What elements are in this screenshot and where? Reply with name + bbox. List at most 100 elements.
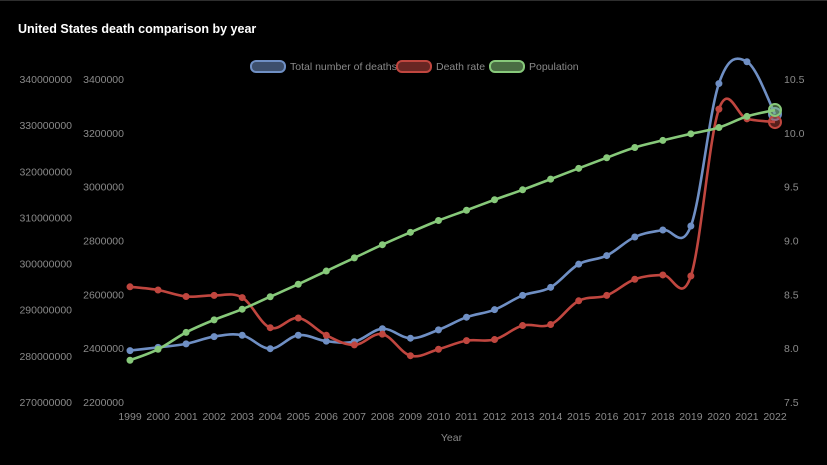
x-axis-tick: 2022 — [763, 411, 787, 423]
series-point — [715, 105, 723, 113]
series-point — [350, 341, 358, 349]
series-point — [659, 136, 667, 144]
deaths-axis-tick: 3000000 — [83, 182, 124, 194]
series-point — [182, 292, 190, 300]
series-point — [603, 154, 611, 162]
series-point — [768, 102, 782, 117]
series-point — [519, 186, 527, 194]
series-point — [434, 345, 442, 353]
deaths-axis-tick: 2600000 — [83, 289, 124, 301]
series-point — [238, 331, 246, 339]
series-point — [322, 267, 330, 275]
series-point — [182, 340, 190, 348]
series-point — [631, 233, 639, 241]
rate-axis-tick: 10.5 — [784, 74, 805, 86]
series-point — [603, 291, 611, 299]
chart-title: United States death comparison by year — [18, 22, 257, 36]
rate-axis-tick: 9.5 — [784, 182, 799, 194]
series-point — [519, 291, 527, 299]
series-point — [631, 144, 639, 152]
series-point — [743, 58, 751, 66]
series-point — [378, 241, 386, 249]
series-point — [463, 206, 471, 214]
x-axis-tick: 2001 — [174, 411, 198, 423]
series-point — [406, 334, 414, 342]
rate-axis-tick: 7.5 — [784, 397, 799, 409]
series-point — [210, 316, 218, 324]
population-axis-tick: 300000000 — [19, 259, 72, 271]
population-axis-tick: 340000000 — [19, 74, 72, 86]
x-axis-tick: 2016 — [595, 411, 619, 423]
series-point — [126, 283, 134, 291]
legend-swatch — [250, 60, 286, 73]
series-point — [491, 336, 499, 344]
x-axis-tick: 2015 — [567, 411, 591, 423]
series-point — [575, 164, 583, 172]
deaths-axis-tick: 2200000 — [83, 397, 124, 409]
legend-swatch — [396, 60, 432, 73]
population-axis-tick: 330000000 — [19, 120, 72, 132]
series-point — [547, 175, 555, 183]
series-point — [575, 260, 583, 268]
series-point — [491, 196, 499, 204]
series-point — [238, 294, 246, 302]
x-axis-tick: 2004 — [259, 411, 283, 423]
series-point — [631, 275, 639, 283]
series-point — [350, 254, 358, 262]
series-point — [463, 313, 471, 321]
population-axis-tick: 270000000 — [19, 397, 72, 409]
population-axis-tick: 320000000 — [19, 166, 72, 178]
x-axis-tick: 2002 — [202, 411, 226, 423]
series-point — [294, 331, 302, 339]
x-axis-tick: 2018 — [651, 411, 675, 423]
series-point — [547, 320, 555, 328]
series-point — [603, 252, 611, 260]
legend-swatch — [489, 60, 525, 73]
series-point — [659, 271, 667, 279]
series-line — [129, 57, 777, 352]
deaths-axis-tick: 2800000 — [83, 236, 124, 248]
deaths-axis-tick: 3200000 — [83, 128, 124, 140]
series-point — [519, 322, 527, 330]
series-point — [294, 280, 302, 288]
x-axis-tick: 2003 — [230, 411, 254, 423]
x-axis-tick: 2006 — [315, 411, 339, 423]
series-point — [434, 326, 442, 334]
x-axis-tick: 2010 — [427, 411, 451, 423]
x-axis-tick: 2000 — [146, 411, 170, 423]
series-point — [266, 293, 274, 301]
series-point — [238, 305, 246, 313]
series-point — [210, 291, 218, 299]
series-point — [266, 345, 274, 353]
series-point — [715, 80, 723, 88]
x-axis-tick: 2013 — [511, 411, 535, 423]
legend-label: Death rate — [436, 61, 485, 73]
rate-axis-tick: 8.5 — [784, 289, 799, 301]
series-point — [322, 331, 330, 339]
rate-axis-tick: 9.0 — [784, 236, 799, 248]
series-point — [715, 124, 723, 132]
series-point — [406, 228, 414, 236]
series-point — [434, 217, 442, 225]
legend-label: Population — [529, 61, 579, 73]
series-point — [687, 272, 695, 280]
x-axis-tick: 1999 — [118, 411, 142, 423]
x-axis-tick: 2012 — [483, 411, 507, 423]
series-point — [575, 297, 583, 305]
legend-label: Total number of deaths — [290, 61, 397, 73]
population-axis-tick: 310000000 — [19, 212, 72, 224]
series-point — [266, 324, 274, 332]
x-axis-tick: 2014 — [539, 411, 563, 423]
x-axis-tick: 2009 — [399, 411, 423, 423]
series-point — [659, 226, 667, 234]
series-point — [687, 222, 695, 230]
series-point — [491, 306, 499, 314]
x-axis-tick: 2021 — [735, 411, 759, 423]
deaths-axis-tick: 2400000 — [83, 343, 124, 355]
series-point — [126, 356, 134, 364]
series-point — [154, 286, 162, 294]
x-axis-tick: 2020 — [707, 411, 731, 423]
x-axis-tick: 2007 — [343, 411, 367, 423]
series-point — [768, 115, 782, 130]
